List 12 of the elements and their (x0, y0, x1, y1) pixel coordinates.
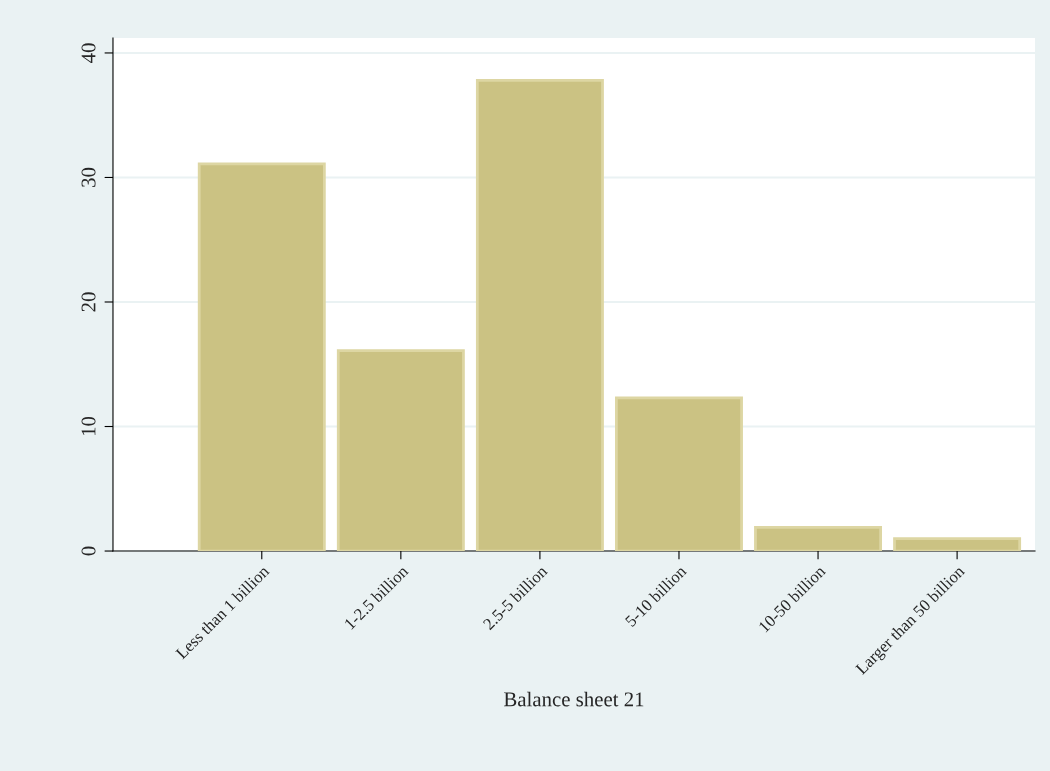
y-tick-label: 30 (81, 167, 96, 187)
bar (893, 537, 1022, 552)
bar (336, 349, 465, 552)
bar (197, 162, 326, 552)
x-axis-title: Balance sheet 21 (504, 691, 644, 707)
y-tick-label: 40 (81, 43, 96, 63)
y-tick-label: 20 (81, 292, 96, 312)
bar (475, 78, 604, 552)
y-tick-label: 0 (81, 546, 96, 556)
bar (754, 525, 883, 552)
bar (615, 396, 743, 552)
y-tick-label: 10 (81, 416, 96, 436)
